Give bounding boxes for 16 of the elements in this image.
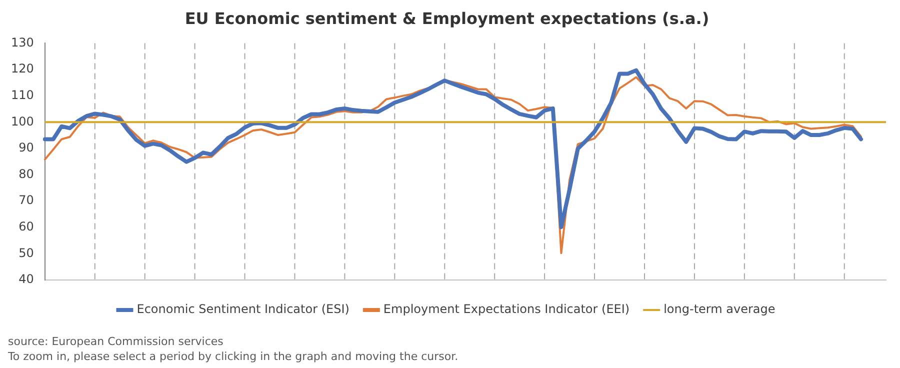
y-tick-label: 40 (18, 272, 34, 286)
y-tick-label: 90 (18, 140, 34, 155)
source-note: source: European Commission services (8, 334, 224, 349)
y-tick-label: 120 (11, 62, 34, 76)
chart-title: EU Economic sentiment & Employment expectations (s.a.) (184, 8, 710, 28)
legend-label: Economic Sentiment Indicator (ESI) (136, 302, 350, 316)
y-tick-label: 100 (11, 114, 34, 128)
y-tick-label: 110 (11, 88, 34, 102)
y-tick-label: 50 (18, 246, 34, 260)
text: To zoom in, please select a period by clicking in the graph and moving the cursor. (8, 349, 460, 364)
y-tick-label: 60 (18, 220, 34, 234)
y-tick-label: 70 (18, 193, 34, 208)
legend-label: long-term average (664, 302, 776, 316)
y-tick-label: 130 (11, 35, 34, 50)
legend-label: Employment Expectations Indicator (EEI) (383, 302, 630, 316)
y-tick-label: 80 (18, 166, 34, 181)
